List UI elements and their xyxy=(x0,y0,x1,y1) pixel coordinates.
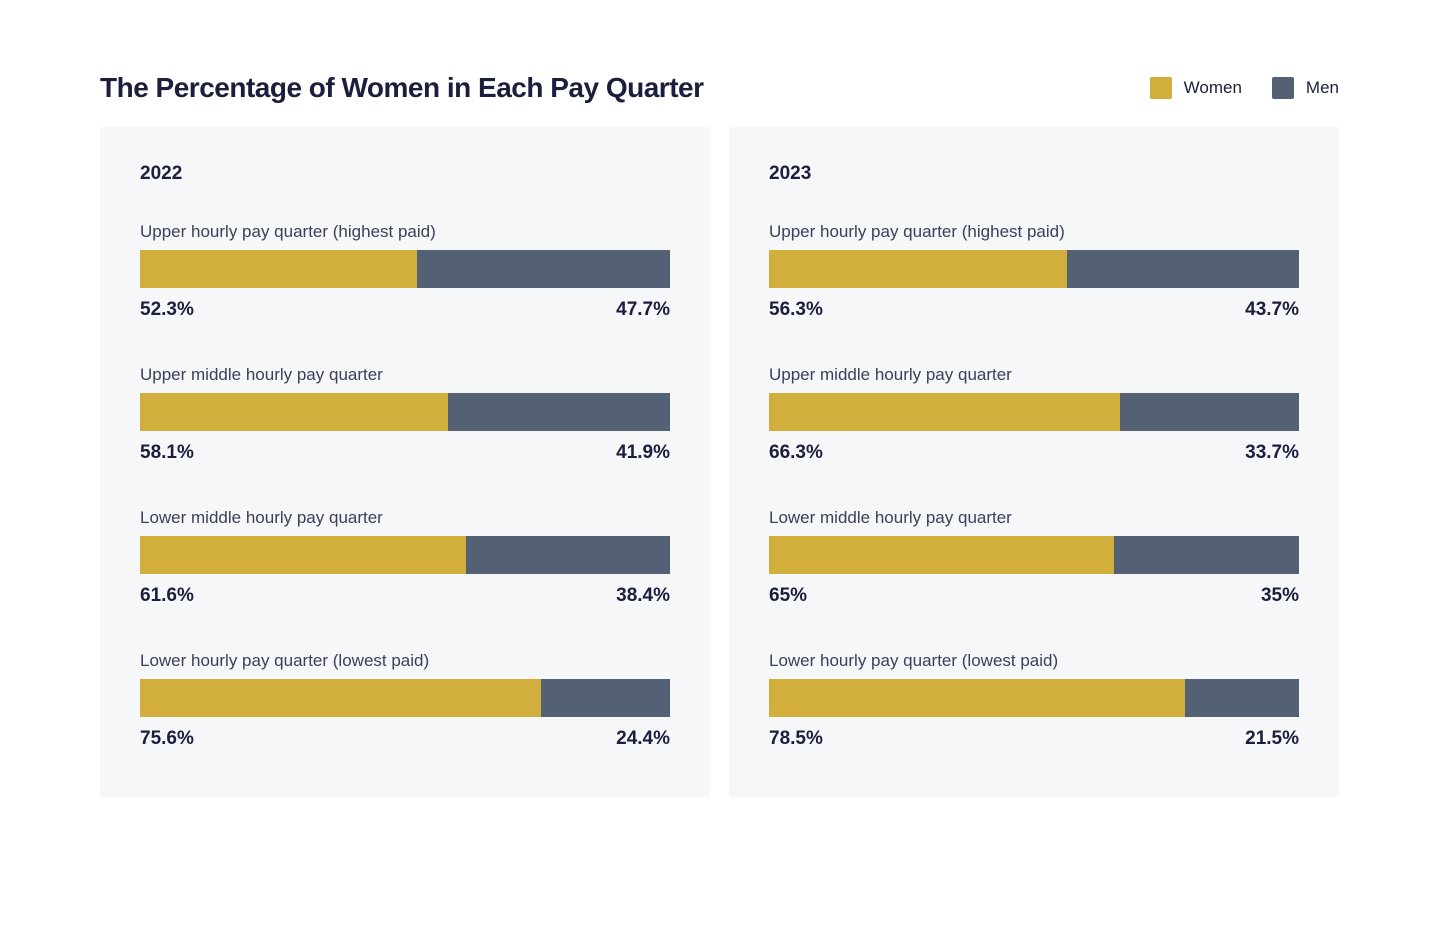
bar-label: Upper middle hourly pay quarter xyxy=(769,365,1012,384)
chart-legend: Women Men xyxy=(1149,77,1339,99)
bar-segment-men xyxy=(540,679,670,717)
women-color-swatch xyxy=(1149,77,1172,99)
stacked-bar xyxy=(140,679,670,717)
bar-segment-men xyxy=(1185,679,1299,717)
bar-row: Lower middle hourly pay quarter 65% 35% xyxy=(769,508,1299,606)
bar-segment-women xyxy=(140,679,541,717)
men-percentage: 35% xyxy=(1260,585,1299,606)
bar-segment-women xyxy=(769,393,1121,431)
legend-item-men: Men xyxy=(1271,77,1339,99)
bar-segment-men xyxy=(417,250,670,288)
bar-segment-men xyxy=(466,536,670,574)
bar-segment-men xyxy=(1120,393,1299,431)
chart-panels: 2022 Upper hourly pay quarter (highest p… xyxy=(100,127,1339,797)
stacked-bar xyxy=(140,536,670,574)
percentage-row: 58.1% 41.9% xyxy=(140,443,670,463)
bar-segment-men xyxy=(1067,250,1299,288)
women-percentage: 78.5% xyxy=(769,728,823,749)
bar-segment-women xyxy=(140,250,418,288)
bar-label: Upper hourly pay quarter (highest paid) xyxy=(140,222,436,241)
bar-row: Lower hourly pay quarter (lowest paid) 7… xyxy=(769,651,1299,749)
bar-segment-women xyxy=(769,250,1068,288)
percentage-row: 78.5% 21.5% xyxy=(769,729,1299,749)
men-percentage: 41.9% xyxy=(616,442,670,463)
percentage-row: 65% 35% xyxy=(769,586,1299,606)
men-color-swatch xyxy=(1271,77,1294,99)
stacked-bar xyxy=(769,250,1299,288)
panel-2023: 2023 Upper hourly pay quarter (highest p… xyxy=(729,127,1339,797)
percentage-row: 52.3% 47.7% xyxy=(140,300,670,320)
bar-row: Lower middle hourly pay quarter 61.6% 38… xyxy=(140,508,670,606)
page-title: The Percentage of Women in Each Pay Quar… xyxy=(100,72,704,103)
percentage-row: 61.6% 38.4% xyxy=(140,586,670,606)
stacked-bar xyxy=(769,679,1299,717)
women-percentage: 56.3% xyxy=(769,299,823,320)
bar-label: Upper hourly pay quarter (highest paid) xyxy=(769,222,1065,241)
bar-row: Lower hourly pay quarter (lowest paid) 7… xyxy=(140,651,670,749)
percentage-row: 56.3% 43.7% xyxy=(769,300,1299,320)
women-percentage: 66.3% xyxy=(769,442,823,463)
bar-label: Lower middle hourly pay quarter xyxy=(769,508,1012,527)
men-percentage: 24.4% xyxy=(616,728,670,749)
page-header: The Percentage of Women in Each Pay Quar… xyxy=(100,70,1339,106)
bar-segment-women xyxy=(769,679,1186,717)
bar-label: Upper middle hourly pay quarter xyxy=(140,365,383,384)
bar-label: Lower hourly pay quarter (lowest paid) xyxy=(140,651,430,670)
bar-segment-women xyxy=(769,536,1114,574)
panel-year: 2022 xyxy=(140,163,183,184)
percentage-row: 75.6% 24.4% xyxy=(140,729,670,749)
bar-row: Upper middle hourly pay quarter 66.3% 33… xyxy=(769,365,1299,463)
men-percentage: 43.7% xyxy=(1245,299,1299,320)
bar-segment-men xyxy=(447,393,670,431)
bar-segment-men xyxy=(1113,536,1299,574)
women-percentage: 65% xyxy=(769,585,808,606)
women-percentage: 52.3% xyxy=(140,299,194,320)
stacked-bar xyxy=(140,250,670,288)
bar-row: Upper middle hourly pay quarter 58.1% 41… xyxy=(140,365,670,463)
legend-item-women: Women xyxy=(1149,77,1242,99)
women-percentage: 61.6% xyxy=(140,585,194,606)
men-percentage: 33.7% xyxy=(1245,442,1299,463)
bar-label: Lower middle hourly pay quarter xyxy=(140,508,383,527)
men-percentage: 47.7% xyxy=(616,299,670,320)
legend-label-men: Men xyxy=(1305,78,1339,97)
men-percentage: 21.5% xyxy=(1245,728,1299,749)
bar-segment-women xyxy=(140,536,467,574)
stacked-bar xyxy=(769,536,1299,574)
women-percentage: 75.6% xyxy=(140,728,194,749)
bar-row: Upper hourly pay quarter (highest paid) … xyxy=(769,222,1299,320)
bar-row: Upper hourly pay quarter (highest paid) … xyxy=(140,222,670,320)
bar-segment-women xyxy=(140,393,448,431)
bar-label: Lower hourly pay quarter (lowest paid) xyxy=(769,651,1059,670)
panel-2022: 2022 Upper hourly pay quarter (highest p… xyxy=(100,127,710,797)
men-percentage: 38.4% xyxy=(616,585,670,606)
stacked-bar xyxy=(140,393,670,431)
stacked-bar xyxy=(769,393,1299,431)
panel-year: 2023 xyxy=(769,163,812,184)
percentage-row: 66.3% 33.7% xyxy=(769,443,1299,463)
legend-label-women: Women xyxy=(1183,78,1242,97)
women-percentage: 58.1% xyxy=(140,442,194,463)
